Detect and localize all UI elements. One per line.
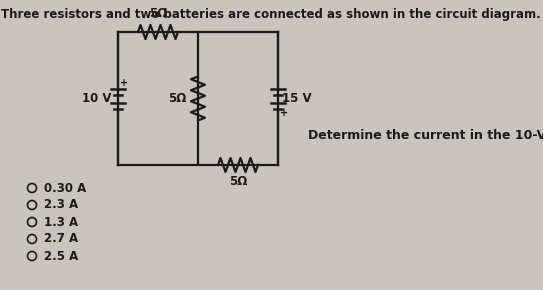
Text: 2.3 A: 2.3 A bbox=[44, 198, 78, 211]
Text: 2.7 A: 2.7 A bbox=[44, 233, 78, 246]
Text: +: + bbox=[280, 108, 288, 119]
Text: 2.5 A: 2.5 A bbox=[44, 249, 78, 262]
Text: Determine the current in the 10-V battery.: Determine the current in the 10-V batter… bbox=[308, 128, 543, 142]
Text: 10 V: 10 V bbox=[83, 92, 112, 105]
Text: +: + bbox=[120, 79, 128, 88]
Text: 5Ω: 5Ω bbox=[149, 7, 167, 20]
Text: Three resistors and two batteries are connected as shown in the circuit diagram.: Three resistors and two batteries are co… bbox=[1, 8, 541, 21]
Text: 1.3 A: 1.3 A bbox=[44, 215, 78, 229]
Text: 5Ω: 5Ω bbox=[168, 92, 186, 105]
Text: 15 V: 15 V bbox=[282, 92, 312, 105]
Text: 0.30 A: 0.30 A bbox=[44, 182, 86, 195]
Text: 5Ω: 5Ω bbox=[229, 175, 247, 188]
